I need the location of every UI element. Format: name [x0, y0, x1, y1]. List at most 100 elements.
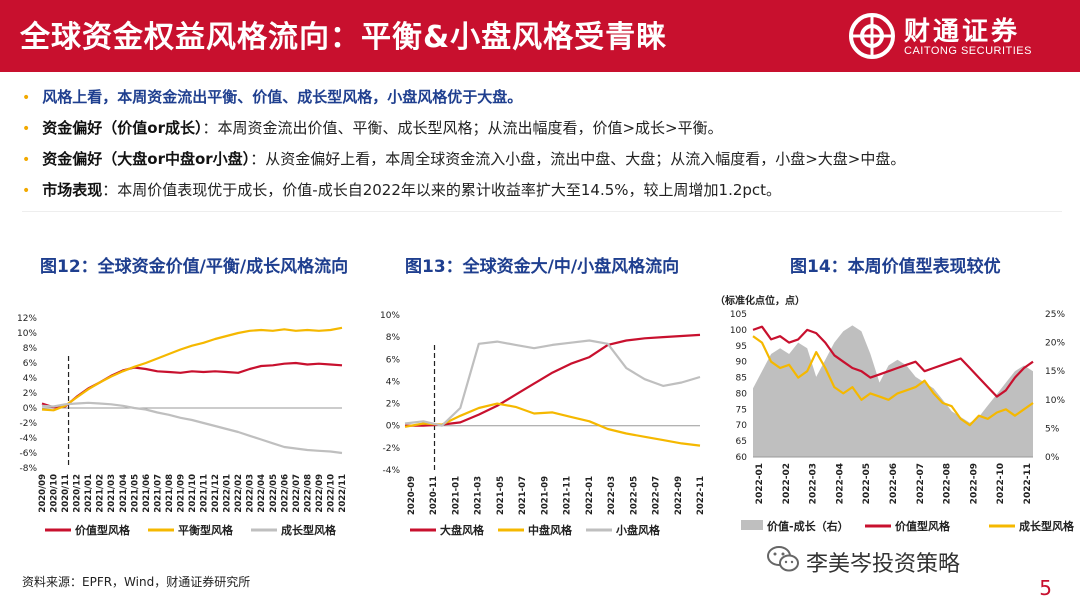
tick-label: 2022-03: [607, 476, 617, 515]
tick-label: 12%: [17, 314, 37, 324]
tick-label: 2022-01: [755, 463, 765, 504]
tick-label: 2021-05: [496, 476, 506, 515]
bullet-dot-icon: •: [22, 152, 31, 168]
tick-label: 2022-09: [674, 476, 684, 515]
bullet-label: 资金偏好（价值or成长）: [42, 119, 203, 137]
tick-label: 2022/09: [315, 474, 325, 513]
tick-label: 2022/10: [326, 474, 336, 513]
tick-label: 8%: [23, 344, 38, 354]
tick-label: -2%: [382, 444, 400, 454]
tick-label: 2020/09: [38, 474, 48, 513]
wechat-icon: [767, 546, 799, 572]
series-line-成长型风格: [752, 335, 1034, 427]
tick-label: 2021/05: [130, 474, 140, 513]
tick-label: 4%: [386, 377, 401, 387]
tick-label: 2022-06: [889, 463, 899, 504]
tick-label: 2021/10: [188, 474, 198, 513]
tick-label: 2022/03: [246, 474, 256, 513]
tick-label: 105: [730, 310, 747, 320]
tick-label: 2022-11: [696, 476, 706, 515]
tick-label: 2022-07: [916, 463, 926, 504]
tick-label: 6%: [23, 359, 38, 369]
tick-label: 2020/11: [61, 474, 71, 513]
page-title: 全球资金权益风格流向：平衡&小盘风格受青睐: [20, 20, 668, 55]
tick-label: 4%: [23, 374, 38, 384]
tick-label: 2022/07: [292, 474, 302, 513]
tick-label: 2022/04: [257, 474, 267, 513]
series-line-价值型风格: [41, 361, 343, 409]
legend-label: 价值型风格: [75, 523, 131, 537]
chart-title-13: 图13：全球资金大/中/小盘风格流向: [405, 257, 680, 277]
tick-label: 2020-11: [429, 476, 439, 515]
summary-bullets: • 风格上看，本周资金流出平衡、价值、成长型风格，小盘风格优于大盘。 • 资金偏好（…: [22, 82, 1062, 206]
tick-label: 70: [736, 421, 748, 431]
tick-label: 2022-07: [652, 476, 662, 515]
tick-label: 2022-05: [862, 463, 872, 504]
tick-label: -2%: [19, 419, 37, 429]
tick-label: -6%: [19, 449, 37, 459]
tick-label: 2022/11: [338, 474, 348, 513]
tick-label: 0%: [386, 422, 401, 432]
tick-label: 2021/04: [119, 474, 129, 513]
bullet-label: 资金偏好（大盘or中盘or小盘）: [42, 150, 251, 168]
header-bar: 全球资金权益风格流向：平衡&小盘风格受青睐 财通证券 CAITONG SECUR…: [0, 0, 1080, 72]
tick-label: 2021-09: [540, 476, 550, 515]
tick-label: 80: [736, 389, 748, 399]
tick-label: 2%: [23, 389, 38, 399]
bullet-dot-icon: •: [22, 90, 31, 106]
bullet-item: • 市场表现：本周价值表现优于成长，价值-成长自2022年以来的累计收益率扩大至1…: [22, 175, 1062, 206]
brand-emblem-icon: [849, 13, 895, 59]
tick-label: 15%: [1045, 367, 1065, 377]
source-note: 资料来源：EPFR，Wind，财通证券研究所: [22, 575, 251, 589]
legend-label: 价值-成长（右）: [767, 519, 849, 533]
tick-label: 2020/12: [73, 474, 83, 513]
series-line-小盘风格: [404, 339, 701, 427]
tick-label: 2021/01: [84, 474, 94, 513]
series-line-平衡型风格: [41, 326, 343, 412]
tick-label: 2021/02: [96, 474, 106, 513]
legend-swatch: [741, 520, 763, 530]
tick-label: 2%: [386, 400, 401, 410]
tick-label: 2022-09: [969, 463, 979, 504]
brand-logo: 财通证券 CAITONG SECURITIES: [848, 9, 1058, 63]
tick-label: 20%: [1045, 339, 1065, 349]
tick-label: 2021/06: [142, 474, 152, 513]
tick-label: 2020/10: [50, 474, 60, 513]
tick-label: 2022-08: [943, 463, 953, 504]
page-number: 5: [1039, 576, 1052, 600]
tick-label: 2022-11: [1023, 463, 1033, 504]
legend-label: 成长型风格: [281, 523, 337, 537]
tick-label: 2022/08: [303, 474, 313, 513]
series-line-中盘风格: [404, 402, 701, 447]
tick-label: 2022-01: [585, 476, 595, 515]
tick-label: 2021/11: [200, 474, 210, 513]
tick-label: 2021/09: [176, 474, 186, 513]
tick-label: 10%: [1045, 396, 1065, 406]
brand-name: 财通证券: [904, 17, 1021, 47]
divider: [22, 211, 1062, 212]
tick-label: -8%: [19, 464, 37, 474]
bullet-dot-icon: •: [22, 121, 31, 137]
bullet-dot-icon: •: [22, 183, 31, 199]
bullet-text: 风格上看，本周资金流出平衡、价值、成长型风格，小盘风格优于大盘。: [42, 88, 523, 106]
tick-label: 2021/08: [165, 474, 175, 513]
chart-title-14: 图14：本周价值型表现较优: [790, 257, 1001, 277]
tick-label: 2022/06: [280, 474, 290, 513]
tick-label: 100: [730, 326, 747, 336]
tick-label: 10%: [17, 329, 37, 339]
tick-label: 2022/01: [223, 474, 233, 513]
tick-label: 10%: [380, 311, 400, 321]
tick-label: 6%: [386, 355, 401, 365]
tick-label: 2022/05: [269, 474, 279, 513]
tick-label: 0%: [1045, 453, 1060, 463]
tick-label: -4%: [382, 466, 400, 476]
bullet-text: ：从资金偏好上看，本周全球资金流入小盘，流出中盘、大盘；从流入幅度看，小盘>大盘…: [250, 150, 906, 168]
tick-label: 2021-11: [563, 476, 573, 515]
legend-label: 小盘风格: [615, 523, 661, 537]
series-line-大盘风格: [405, 333, 701, 427]
bullet-text: ：本周价值表现优于成长，价值-成长自2022年以来的累计收益率扩大至14.5%，…: [102, 181, 782, 199]
legend-label: 中盘风格: [528, 523, 573, 537]
tick-label: 60: [736, 453, 748, 463]
legend-label: 成长型风格: [1019, 519, 1075, 533]
tick-label: 2022-04: [835, 463, 845, 504]
